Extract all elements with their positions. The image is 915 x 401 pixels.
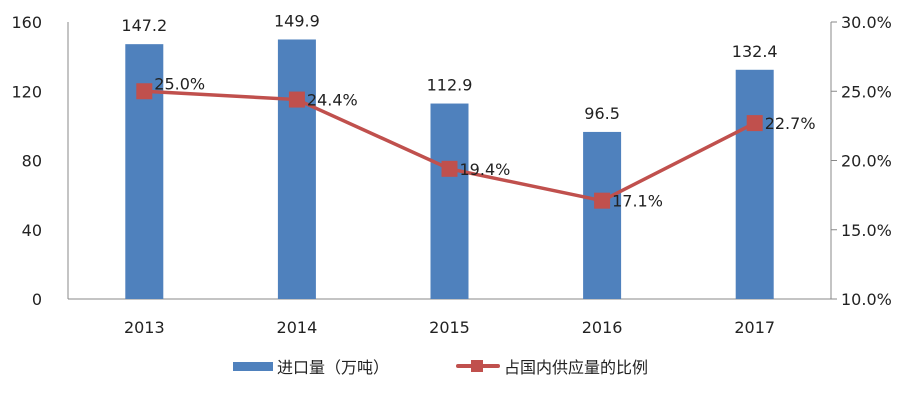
line-value-label: 17.1% <box>612 192 663 211</box>
right-axis-tick-label: 30.0% <box>841 13 892 32</box>
bar-value-label: 149.9 <box>274 11 320 30</box>
bar-value-label: 112.9 <box>427 76 473 95</box>
bar-value-label: 147.2 <box>121 16 167 35</box>
left-axis-tick-label: 0 <box>32 290 42 309</box>
legend-label-import-volume: 进口量（万吨） <box>277 358 390 377</box>
bar-import-volume <box>583 131 622 299</box>
right-axis-tick-label: 25.0% <box>841 82 892 101</box>
line-point-marker <box>746 115 763 132</box>
legend-item-import-volume: 进口量（万吨） <box>233 354 389 378</box>
x-axis-category-label: 2016 <box>582 318 623 337</box>
line-point-marker <box>136 83 153 100</box>
bar-value-label: 96.5 <box>584 104 620 123</box>
legend: 进口量（万吨） 占国内供应量的比例 <box>0 354 915 378</box>
bar-value-label: 132.4 <box>732 42 778 61</box>
bar-import-volume <box>277 39 316 299</box>
x-axis-category-label: 2015 <box>429 318 470 337</box>
line-point-marker <box>594 192 611 209</box>
left-axis-tick-label: 160 <box>11 13 42 32</box>
legend-bar-swatch-icon <box>233 361 273 371</box>
line-value-label: 22.7% <box>765 114 816 133</box>
right-axis-tick-label: 10.0% <box>841 290 892 309</box>
right-axis-tick-label: 15.0% <box>841 221 892 240</box>
left-axis-tick-label: 120 <box>11 82 42 101</box>
x-axis-category-label: 2017 <box>734 318 775 337</box>
line-value-label: 24.4% <box>307 91 358 110</box>
bar-import-volume <box>430 103 469 300</box>
left-axis-tick-label: 80 <box>22 152 42 171</box>
legend-line-marker-icon <box>456 360 500 372</box>
bar-import-volume <box>735 69 774 299</box>
x-axis-category-label: 2013 <box>124 318 165 337</box>
line-value-label: 25.0% <box>154 74 205 93</box>
x-axis-category-label: 2014 <box>277 318 318 337</box>
line-value-label: 19.4% <box>460 160 511 179</box>
line-point-marker <box>288 91 305 108</box>
left-axis-tick-label: 40 <box>22 221 42 240</box>
legend-label-share-ratio: 占国内供应量的比例 <box>504 358 649 377</box>
legend-item-share-ratio: 占国内供应量的比例 <box>456 354 648 378</box>
right-axis-tick-label: 20.0% <box>841 152 892 171</box>
line-point-marker <box>441 160 458 177</box>
